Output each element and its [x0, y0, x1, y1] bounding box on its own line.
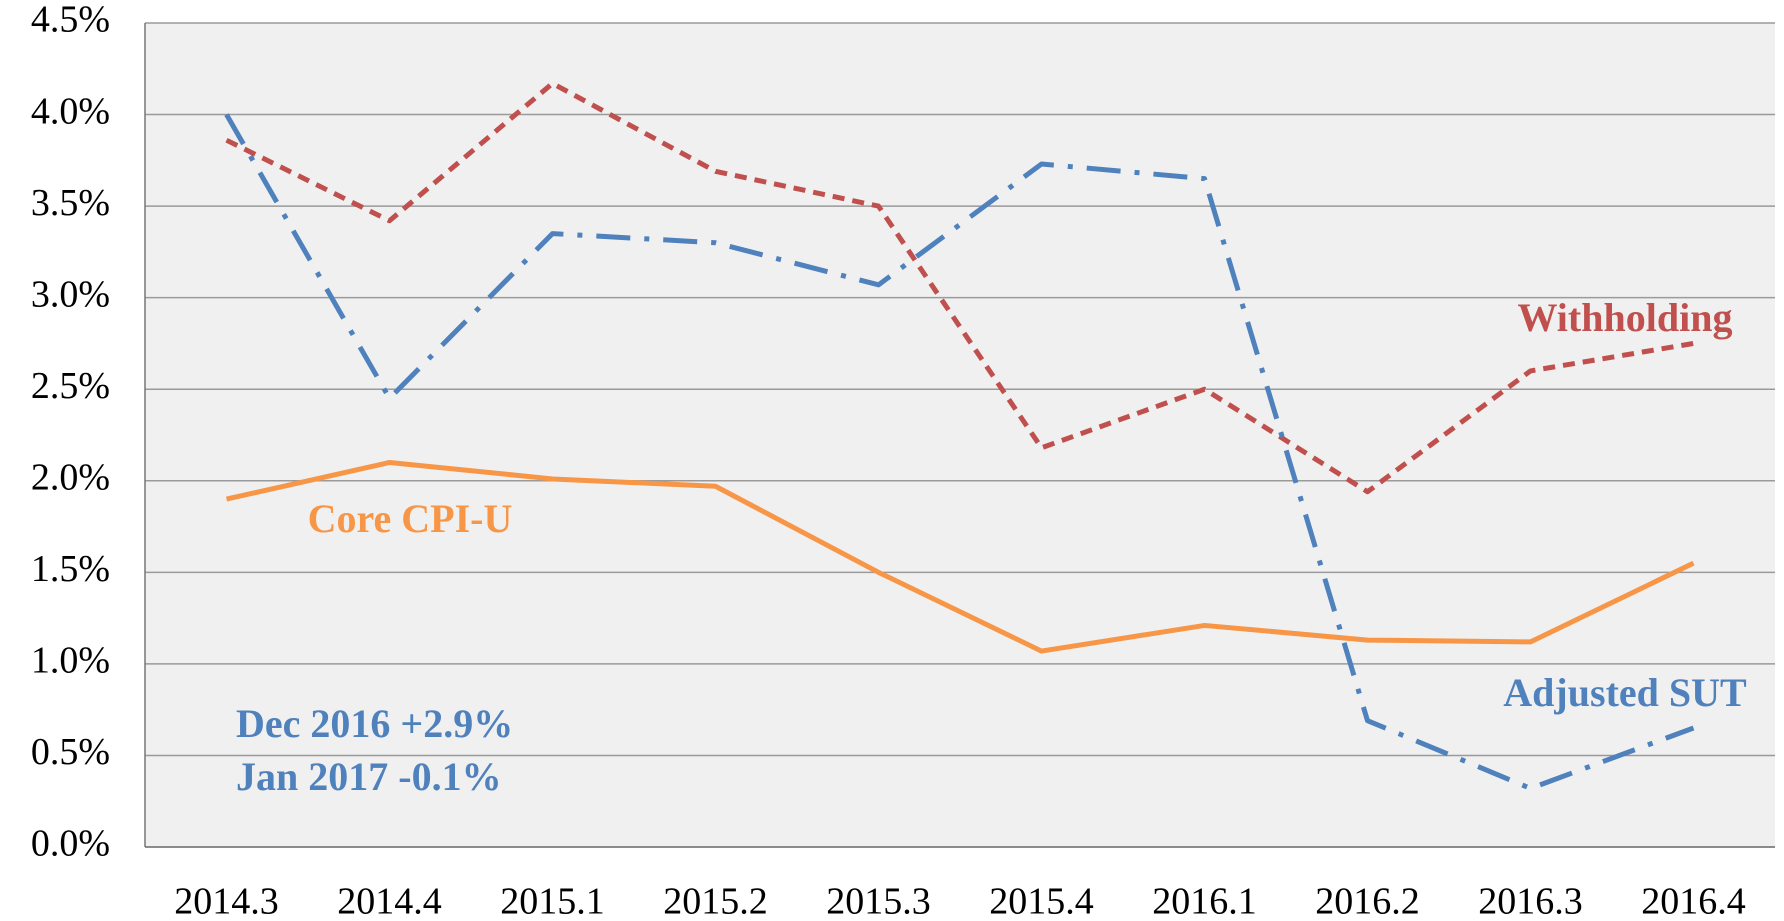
annotation: Jan 2017 -0.1%: [236, 754, 502, 799]
x-tick-label: 2015.3: [826, 881, 931, 921]
series-label: Core CPI-U: [308, 496, 513, 541]
x-tick-label: 2016.3: [1478, 881, 1583, 921]
y-tick-label: 4.5%: [31, 0, 110, 41]
x-tick-label: 2015.4: [989, 881, 1094, 921]
x-tick-label: 2015.1: [500, 881, 605, 921]
series-label: Withholding: [1518, 295, 1733, 340]
x-tick-label: 2016.2: [1315, 881, 1420, 921]
x-tick-label: 2015.2: [663, 881, 768, 921]
series-label: Adjusted SUT: [1503, 670, 1747, 715]
y-tick-label: 1.0%: [31, 640, 110, 682]
y-tick-label: 0.5%: [31, 731, 110, 773]
series-line: [225, 80, 1694, 495]
y-tick-label: 3.0%: [31, 273, 110, 315]
y-tick-label: 3.5%: [31, 182, 110, 224]
y-tick-label: 1.5%: [31, 548, 110, 590]
y-tick-label: 4.0%: [31, 90, 110, 132]
y-tick-label: 2.0%: [31, 456, 110, 498]
plot-area: [145, 23, 1775, 847]
annotation: Dec 2016 +2.9%: [236, 701, 513, 746]
y-tick-label: 0.0%: [31, 823, 110, 865]
x-tick-label: 2016.1: [1152, 881, 1257, 921]
x-tick-label: 2014.3: [174, 881, 279, 921]
y-tick-label: 2.5%: [31, 365, 110, 407]
series-line: [225, 459, 1695, 654]
x-tick-label: 2016.4: [1641, 881, 1746, 921]
x-tick-label: 2014.4: [337, 881, 442, 921]
